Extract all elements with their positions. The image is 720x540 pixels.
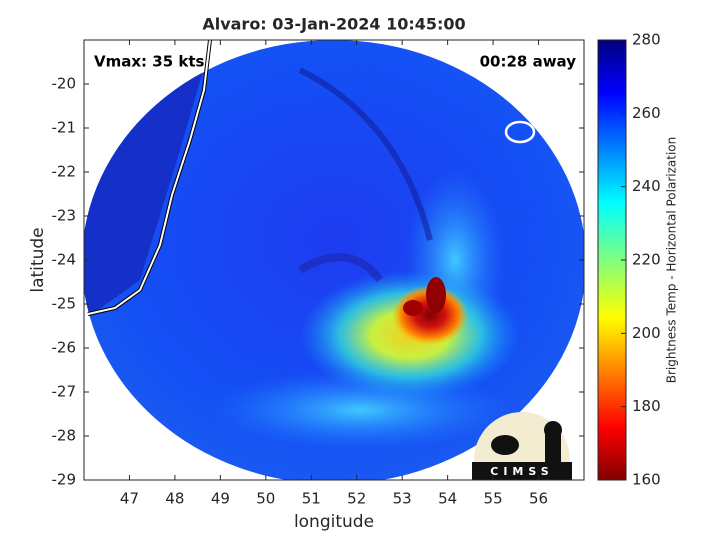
y-tick-label: -23: [52, 207, 77, 225]
x-axis-label: longitude: [294, 512, 374, 532]
x-tick-label: 56: [529, 490, 548, 508]
y-tick-label: -28: [52, 427, 77, 445]
colorbar-tick-label: 160: [632, 471, 661, 489]
colorbar-tick-label: 280: [632, 31, 661, 49]
x-tick-label: 48: [165, 490, 184, 508]
x-tick-label: 53: [393, 490, 412, 508]
y-tick-label: -29: [52, 471, 77, 489]
y-tick-label: -20: [52, 75, 77, 93]
x-tick-label: 55: [484, 490, 503, 508]
y-tick-label: -27: [52, 383, 77, 401]
logo-text: CIMSS: [490, 465, 553, 478]
y-tick-label: -24: [52, 251, 77, 269]
x-tick-label: 51: [302, 490, 321, 508]
x-tick-label: 49: [211, 490, 230, 508]
colorbar-label: Brightness Temp - Horizontal Polarizatio…: [665, 137, 679, 384]
y-tick-label: -26: [52, 339, 77, 357]
imagery: CIMSS: [84, 40, 584, 480]
time-label: 00:28 away: [480, 53, 577, 71]
y-axis-label: latitude: [28, 227, 48, 292]
x-tick-label: 47: [120, 490, 139, 508]
title: Alvaro: 03-Jan-2024 10:45:00: [202, 15, 465, 34]
colorbar-tick-label: 200: [632, 324, 661, 342]
colorbar-tick-label: 240: [632, 177, 661, 195]
y-tick-label: -22: [52, 163, 77, 181]
colorbar-tick-label: 180: [632, 397, 661, 415]
cimss-logo: CIMSS: [472, 412, 572, 480]
x-tick-label: 54: [438, 490, 457, 508]
vmax-label: Vmax: 35 kts: [94, 53, 204, 71]
x-tick-label: 50: [256, 490, 275, 508]
colorbar-tick-label: 220: [632, 251, 661, 269]
colorbar-tick-label: 260: [632, 104, 661, 122]
y-tick-label: -21: [52, 119, 77, 137]
x-tick-label: 52: [347, 490, 366, 508]
y-tick-label: -25: [52, 295, 77, 313]
